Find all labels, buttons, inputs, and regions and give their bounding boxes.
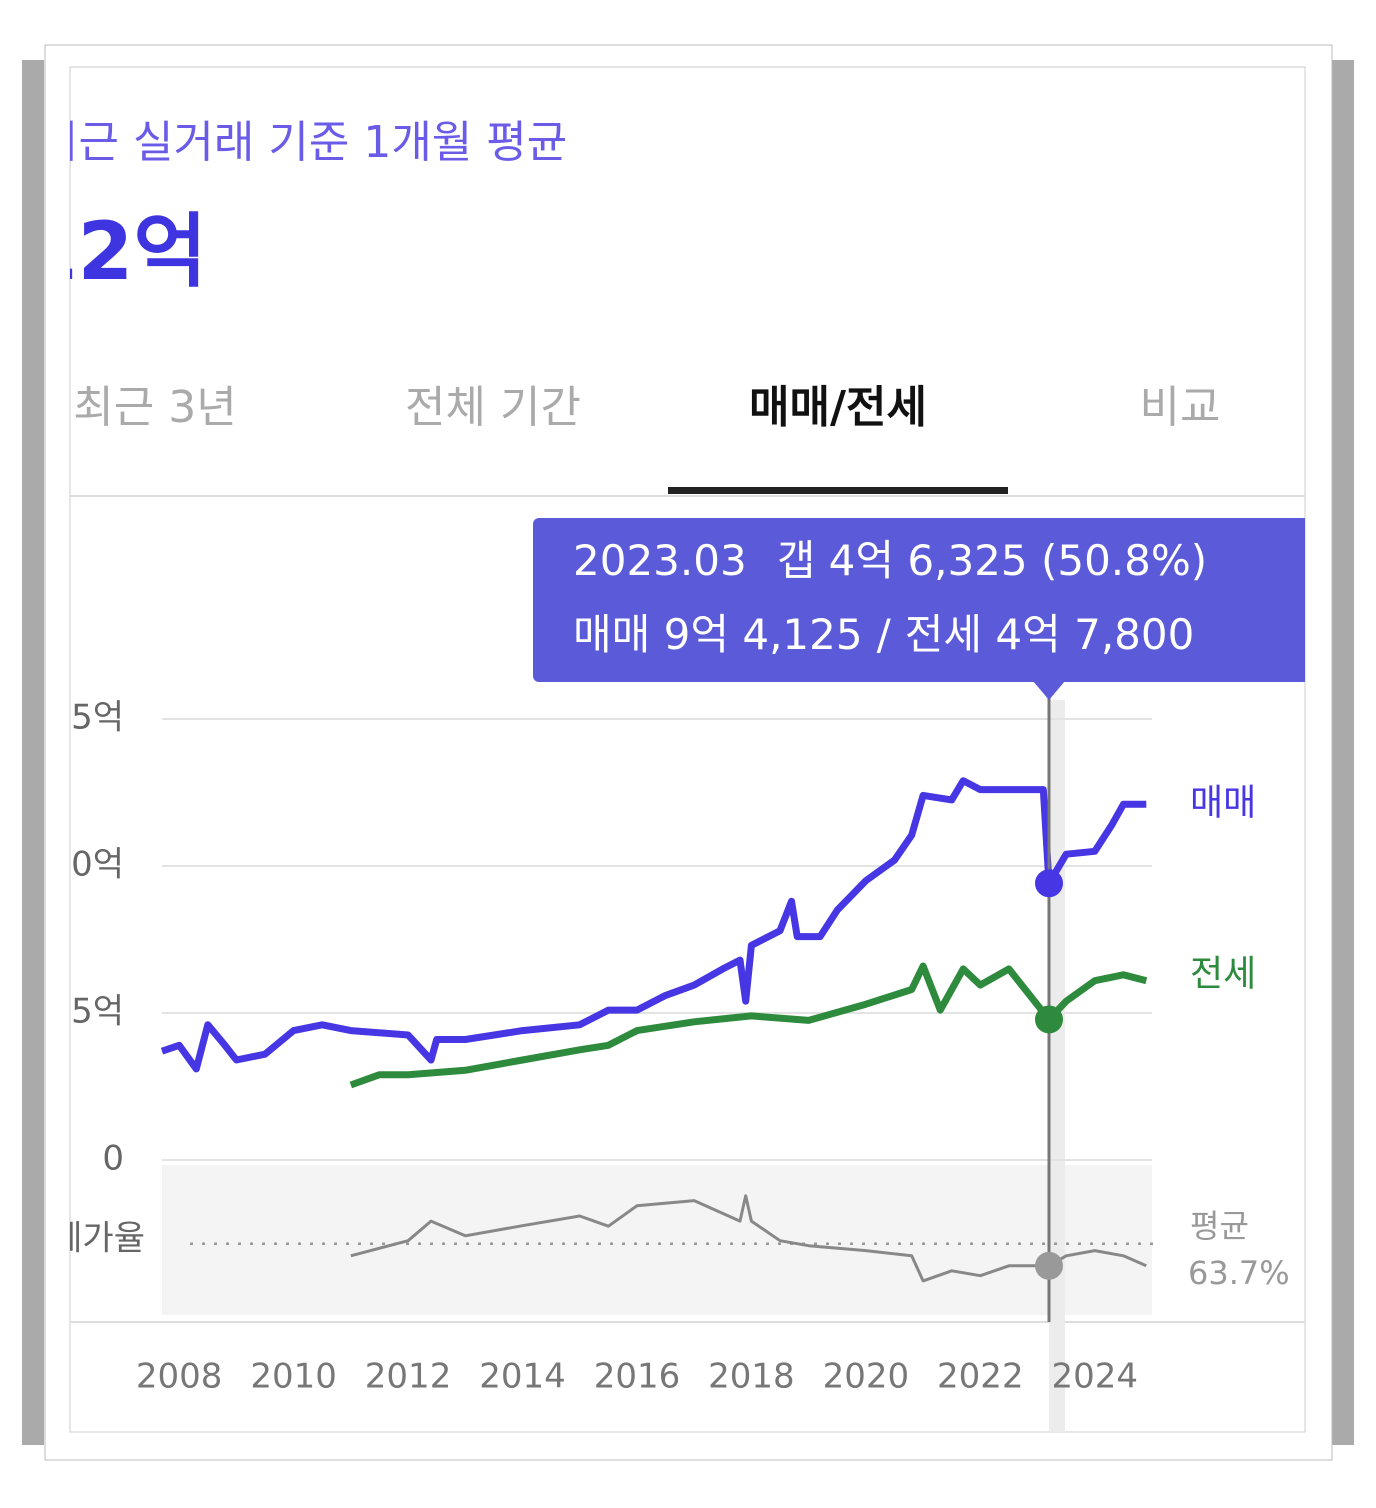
highlight-dot bbox=[1034, 869, 1063, 898]
shadow bbox=[1332, 60, 1354, 1445]
tooltip-line: 매매 9억 4,125 / 전세 4억 7,800 bbox=[573, 610, 1194, 659]
tooltip-jeonse: 전세 4억 7,800 bbox=[905, 610, 1195, 659]
tooltip-separator: / bbox=[877, 610, 892, 659]
highlight-dot bbox=[1034, 1005, 1063, 1034]
x-tick-label: 2018 bbox=[708, 1357, 795, 1397]
x-tick-label: 2022 bbox=[937, 1357, 1024, 1397]
hover-band bbox=[1048, 700, 1065, 1432]
legend-label: 매매 bbox=[1190, 782, 1256, 823]
tab[interactable]: 전체 기간 bbox=[405, 382, 581, 433]
series-line bbox=[160, 777, 1147, 1073]
average-label: 평균 bbox=[1190, 1207, 1249, 1245]
average-value: 63.7% bbox=[1188, 1254, 1290, 1292]
y-tick-label: 15억 bbox=[49, 698, 124, 738]
x-tick-label: 2016 bbox=[594, 1357, 681, 1397]
ratio-axis-label: 전세가율 bbox=[20, 1219, 145, 1259]
x-tick-label: 2024 bbox=[1052, 1357, 1139, 1397]
tooltip-date: 2023.03 bbox=[573, 536, 747, 585]
tab[interactable]: 비교 bbox=[1140, 382, 1221, 433]
tooltip-line: 2023.03 갭 4억 6,325 (50.8%) bbox=[573, 536, 1207, 585]
x-tick-label: 2012 bbox=[365, 1357, 452, 1397]
shadow bbox=[22, 60, 44, 1445]
tooltip-box bbox=[533, 518, 1305, 682]
y-tick-label: 10억 bbox=[49, 845, 124, 885]
x-tick-label: 2014 bbox=[479, 1357, 566, 1397]
tab[interactable]: 최근 3년 bbox=[73, 382, 236, 433]
subtitle: 최근 실거래 기준 1개월 평균 bbox=[38, 117, 567, 168]
card-content: 최근 실거래 기준 1개월 평균 12억 최근 3년 전체 기간 매매/전세 비… bbox=[20, 117, 1305, 1432]
ratio-panel bbox=[162, 1165, 1152, 1315]
tab-underline bbox=[668, 487, 1008, 494]
x-tick-label: 2020 bbox=[823, 1357, 910, 1397]
tooltip-sale: 매매 9억 4,125 bbox=[573, 610, 863, 659]
y-tick-label: 0 bbox=[102, 1139, 124, 1179]
tooltip-gap: 갭 4억 6,325 (50.8%) bbox=[777, 536, 1208, 585]
price: 12억 bbox=[22, 205, 207, 298]
x-tick-label: 2008 bbox=[136, 1357, 223, 1397]
tab[interactable]: 매매/전세 bbox=[749, 382, 927, 433]
highlight-dot bbox=[1034, 1251, 1063, 1280]
legend-label: 전세 bbox=[1190, 954, 1256, 995]
tooltip-pointer bbox=[1032, 681, 1065, 700]
y-tick-label: 5억 bbox=[71, 992, 124, 1032]
x-tick-label: 2010 bbox=[250, 1357, 337, 1397]
